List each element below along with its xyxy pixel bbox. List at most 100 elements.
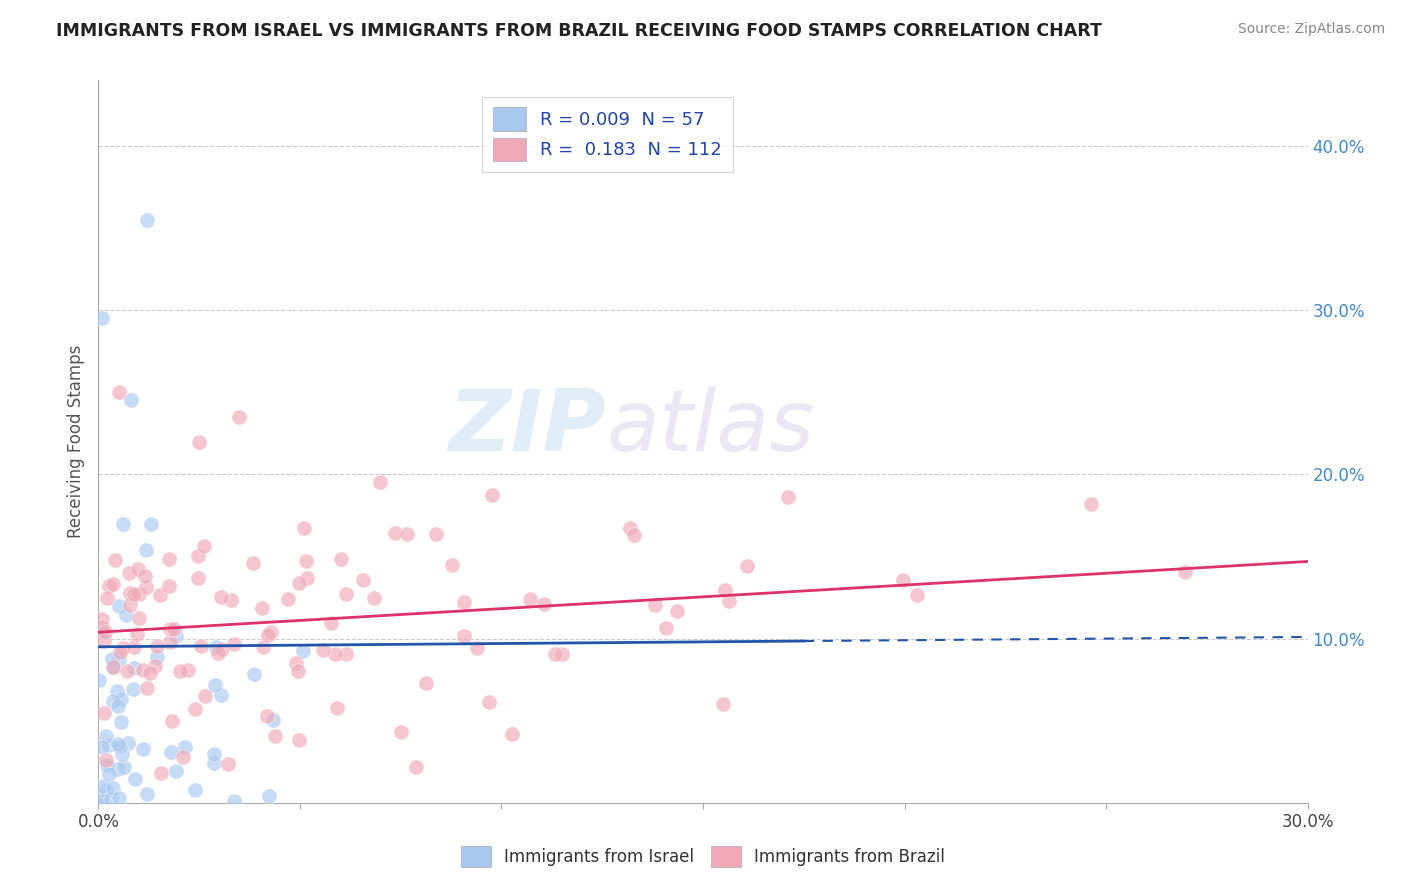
Point (288, 575, 311, 590)
Point (107, 738, 129, 752)
Point (159, 551, 181, 566)
Point (891, 574, 914, 588)
Point (711, 698, 734, 712)
Point (221, 593, 243, 607)
Point (1174, 565, 1197, 579)
Point (329, 552, 352, 566)
Point (132, 742, 155, 756)
Point (159, 634, 181, 648)
Point (128, 587, 150, 601)
Point (644, 598, 666, 612)
Point (326, 701, 349, 715)
Point (96, 783, 118, 797)
Point (135, 543, 157, 558)
Point (735, 559, 758, 574)
Point (91, 619, 114, 633)
Point (93, 706, 115, 720)
Point (257, 789, 280, 804)
Point (224, 636, 246, 650)
Point (101, 652, 124, 666)
Point (91, 780, 114, 794)
Point (242, 556, 264, 570)
Point (160, 745, 183, 759)
Point (111, 747, 134, 762)
Point (96, 757, 118, 772)
Point (128, 610, 150, 624)
Point (165, 764, 187, 778)
Point (478, 695, 501, 709)
Point (120, 598, 142, 612)
Point (384, 526, 406, 541)
Point (209, 590, 232, 604)
Point (425, 526, 447, 541)
Point (905, 589, 928, 603)
Point (105, 684, 128, 698)
Point (193, 539, 215, 553)
Point (312, 643, 335, 657)
Text: ZIP: ZIP (449, 385, 606, 468)
Point (176, 663, 198, 677)
Point (252, 640, 274, 655)
Point (184, 782, 207, 797)
Point (169, 664, 191, 678)
Y-axis label: Receiving Food Stamps: Receiving Food Stamps (66, 345, 84, 538)
Point (465, 641, 488, 656)
Point (405, 760, 427, 774)
Point (165, 630, 187, 644)
Point (250, 601, 273, 615)
Point (211, 688, 233, 702)
Point (162, 622, 184, 636)
Point (124, 640, 146, 655)
Point (108, 739, 131, 754)
Point (107, 698, 129, 713)
Point (103, 660, 125, 674)
Point (117, 736, 139, 750)
Point (135, 580, 157, 594)
Point (138, 666, 160, 681)
Point (110, 692, 132, 706)
Point (149, 588, 172, 602)
Point (132, 663, 155, 677)
Point (115, 664, 138, 678)
Point (217, 756, 239, 771)
Point (136, 681, 159, 695)
Point (295, 554, 318, 568)
Point (321, 615, 343, 630)
Point (91, 611, 114, 625)
Point (717, 594, 740, 608)
Point (118, 585, 141, 599)
Point (146, 640, 169, 654)
Point (107, 790, 129, 805)
Point (112, 760, 135, 774)
Point (118, 566, 141, 581)
Point (107, 652, 129, 666)
Text: IMMIGRANTS FROM ISRAEL VS IMMIGRANTS FROM BRAZIL RECEIVING FOOD STAMPS CORRELATI: IMMIGRANTS FROM ISRAEL VS IMMIGRANTS FRO… (56, 22, 1102, 40)
Point (519, 592, 541, 607)
Point (127, 627, 149, 641)
Point (292, 521, 315, 535)
Point (363, 591, 385, 605)
Point (205, 640, 228, 655)
Point (120, 393, 142, 408)
Point (623, 528, 645, 542)
Point (107, 385, 129, 400)
Point (143, 659, 166, 673)
Point (389, 725, 412, 739)
Point (776, 490, 799, 504)
Point (93, 634, 115, 648)
Point (98, 738, 121, 752)
Point (101, 577, 124, 591)
Legend: Immigrants from Israel, Immigrants from Brazil: Immigrants from Israel, Immigrants from … (454, 839, 952, 874)
Point (544, 647, 567, 661)
Text: Source: ZipAtlas.com: Source: ZipAtlas.com (1237, 22, 1385, 37)
Point (335, 587, 357, 601)
Point (285, 656, 308, 670)
Point (396, 527, 419, 541)
Point (551, 647, 574, 661)
Point (453, 628, 475, 642)
Point (94, 729, 117, 743)
Point (481, 488, 503, 502)
Point (264, 729, 287, 743)
Point (222, 794, 245, 808)
Point (453, 595, 475, 609)
